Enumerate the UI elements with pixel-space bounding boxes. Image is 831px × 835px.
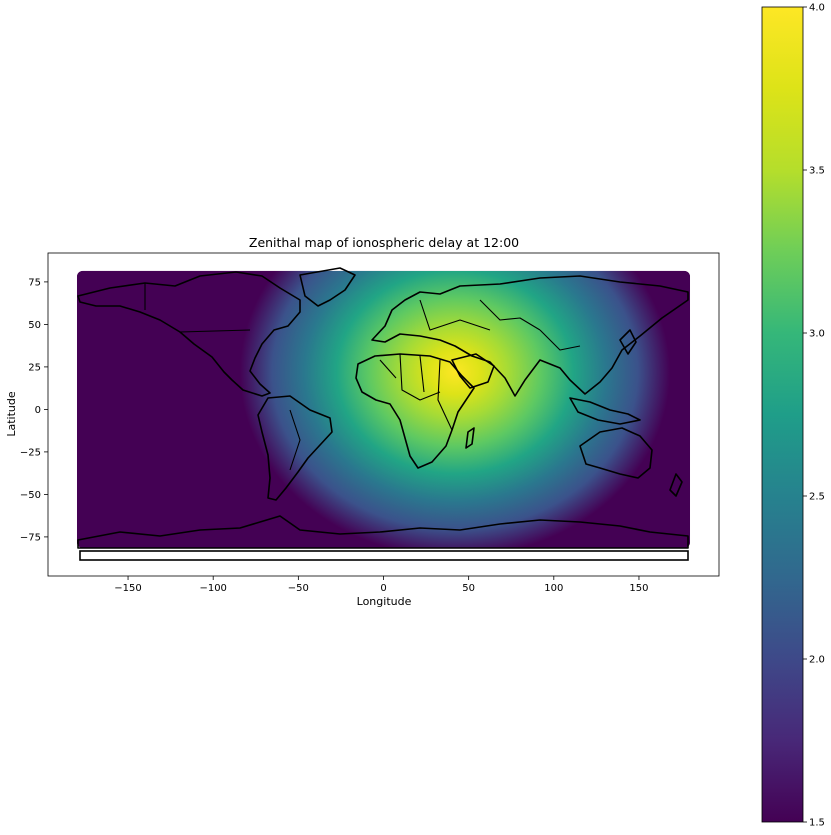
- x-tick-label: −50: [288, 583, 309, 594]
- border-line: [379, 359, 397, 379]
- japan-outline: [619, 329, 637, 355]
- x-tick-label: 100: [544, 583, 563, 594]
- y-tick-label: −75: [20, 532, 41, 543]
- border-line: [289, 409, 301, 471]
- africa-outline: [355, 353, 475, 469]
- x-tick-label: −150: [114, 583, 141, 594]
- border-line: [437, 359, 453, 431]
- border-line: [539, 329, 581, 351]
- y-tick-label: 25: [28, 362, 41, 373]
- colorbar-tick-label: 1.5: [809, 818, 825, 829]
- country-borders: [144, 283, 581, 471]
- y-axis-label: Latitude: [5, 391, 18, 437]
- x-tick-label: 150: [629, 583, 648, 594]
- x-tick-label: −100: [199, 583, 226, 594]
- x-axis-label: Longitude: [357, 595, 412, 608]
- border-line: [399, 353, 441, 401]
- x-axis-ticks: −150 −100 −50 0 50 100 150: [114, 576, 649, 594]
- heatmap-field: [76, 270, 691, 548]
- y-tick-label: −50: [20, 490, 41, 501]
- y-tick-label: 0: [35, 405, 41, 416]
- australia-outline: [579, 427, 653, 479]
- border-line: [419, 355, 425, 393]
- new-zealand-outline: [669, 473, 683, 497]
- colorbar-tick-label: 2.5: [809, 492, 825, 503]
- y-tick-label: −25: [20, 447, 41, 458]
- south-america-outline: [257, 395, 333, 501]
- y-axis-ticks: 75 50 25 0 −25 −50 −75: [20, 277, 48, 543]
- border-line: [179, 329, 251, 333]
- border-line: [479, 299, 541, 331]
- colorbar-tick-label: 4.0: [809, 3, 825, 14]
- y-tick-label: 50: [28, 320, 41, 331]
- colorbar-gradient: [761, 6, 804, 823]
- plot-area: −150 −100 −50 0 50 100 150 75 50 25 0 −25 −50 −75: [20, 252, 720, 594]
- greenland-outline: [299, 267, 356, 307]
- madagascar-outline: [465, 427, 475, 449]
- arabia-outline: [451, 353, 495, 389]
- north-america-outline: [77, 271, 301, 397]
- colorbar-ticks: 1.5 2.0 2.5 3.0 3.5 4.0: [803, 3, 825, 829]
- colorbar-tick-label: 3.5: [809, 166, 825, 177]
- x-tick-label: 0: [380, 583, 386, 594]
- chart-title: Zenithal map of ionospheric delay at 12:…: [249, 235, 519, 250]
- colorbar-tick-label: 3.0: [809, 329, 825, 340]
- south-pole-strip: [79, 550, 689, 561]
- border-line: [419, 299, 491, 331]
- field-glow: [76, 270, 691, 548]
- eurasia-outline: [371, 275, 689, 397]
- y-tick-label: 75: [28, 277, 41, 288]
- colorbar: 1.5 2.0 2.5 3.0 3.5 4.0: [761, 3, 825, 829]
- coastline-overlay: [77, 267, 689, 549]
- colorbar-tick-label: 2.0: [809, 655, 825, 666]
- x-tick-label: 50: [462, 583, 475, 594]
- antarctica-outline: [77, 515, 689, 549]
- southeast-asia-outline: [569, 397, 641, 425]
